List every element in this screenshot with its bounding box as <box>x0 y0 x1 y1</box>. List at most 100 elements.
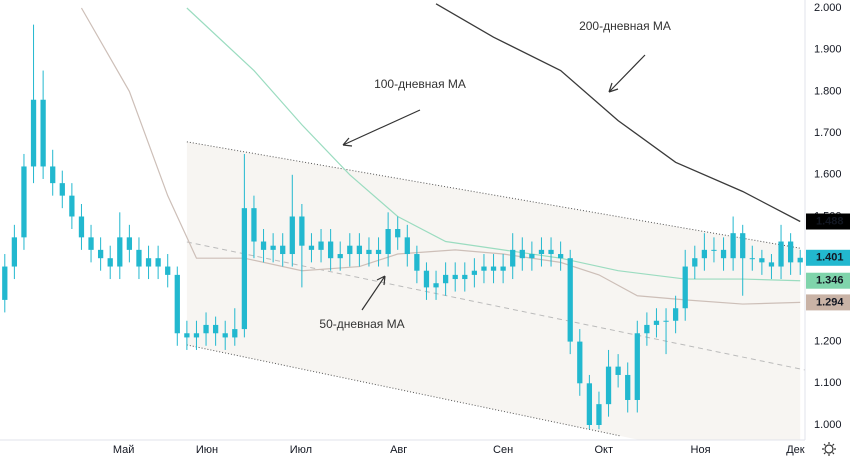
candle-body <box>634 333 640 400</box>
candle-body <box>442 274 449 284</box>
candle-body <box>797 257 803 263</box>
candle-body <box>184 333 190 338</box>
candle-body <box>596 404 602 425</box>
channel-line <box>186 241 805 371</box>
candle-body <box>50 166 56 184</box>
annotation: 100-дневная MA <box>374 77 466 91</box>
candle-body <box>222 333 228 338</box>
candle-body <box>117 237 123 267</box>
candle-body <box>21 166 27 238</box>
candle-body <box>337 254 343 259</box>
candle-body <box>69 195 75 217</box>
candle-body <box>59 183 65 196</box>
candle-body <box>40 99 46 167</box>
y-tick-label: 1.000 <box>814 419 842 431</box>
candle-body <box>625 374 631 400</box>
candle-body <box>672 308 679 321</box>
x-tick-label: Июн <box>196 444 218 456</box>
ma-line <box>435 3 801 223</box>
annotation: 50-дневная MA <box>319 317 404 331</box>
candle-body <box>644 324 650 334</box>
candle-body <box>11 237 18 267</box>
candle-body <box>653 320 660 325</box>
candle-body <box>165 266 171 275</box>
y-tick-label: 1.200 <box>814 336 842 348</box>
candle-body <box>663 320 669 322</box>
y-tick-label: 1.900 <box>814 44 842 56</box>
x-tick-label: Сен <box>493 444 513 456</box>
candle-body <box>299 216 305 246</box>
settings-icon[interactable] <box>822 442 836 456</box>
candle-body <box>471 270 478 275</box>
candle-body <box>452 274 458 280</box>
candle-body <box>289 216 295 255</box>
candle-body <box>577 341 583 384</box>
candle-body <box>136 249 142 267</box>
candle-body <box>711 249 717 251</box>
candle-body <box>529 254 535 259</box>
price-label: 1.488 <box>816 215 844 227</box>
channel-area <box>186 141 801 440</box>
candle-body <box>385 229 391 255</box>
arrow <box>342 109 421 147</box>
candle-body <box>730 233 736 259</box>
arrow <box>608 54 646 93</box>
y-tick-label: 2.000 <box>814 2 842 14</box>
candle-body <box>212 324 219 334</box>
x-tick-label: Июл <box>290 444 312 456</box>
candle-body <box>720 249 727 259</box>
candle-body <box>510 249 516 267</box>
candle-body <box>395 229 401 238</box>
y-tick-label: 1.800 <box>814 85 842 97</box>
candle-body <box>155 258 161 267</box>
candle-body <box>356 245 363 255</box>
candle-body <box>318 241 324 250</box>
candle-body <box>203 324 209 334</box>
price-label-bg <box>806 272 850 289</box>
price-label-bg <box>806 294 850 311</box>
candle-body <box>500 266 506 271</box>
candle-body <box>375 249 382 255</box>
candle-body <box>280 245 286 255</box>
y-tick-label: 1.100 <box>814 377 842 389</box>
candle-body <box>88 237 94 250</box>
candle-body <box>260 241 267 250</box>
candle-body <box>414 254 420 271</box>
candle-body <box>740 233 746 259</box>
candle-body <box>615 366 621 375</box>
arrows <box>342 54 646 311</box>
x-tick-label: Дек <box>786 444 805 456</box>
candle-body <box>174 274 180 334</box>
candle-body <box>567 258 573 342</box>
candle-body <box>126 237 133 250</box>
candle-body <box>2 266 8 300</box>
candle-body <box>548 249 554 255</box>
candle-body <box>787 241 794 263</box>
candle-body <box>366 249 372 255</box>
price-label-bg <box>806 213 850 230</box>
price-label: 1.401 <box>816 252 844 264</box>
annotation: 200-дневная MA <box>579 19 671 33</box>
candle-body <box>778 241 784 267</box>
x-tick-label: Ноя <box>691 444 711 456</box>
candle-body <box>749 258 755 260</box>
candle-body <box>30 99 37 167</box>
candle-body <box>193 333 200 338</box>
candle-body <box>97 249 104 259</box>
candle-body <box>404 237 410 255</box>
candle-body <box>327 241 334 259</box>
candle-body <box>692 258 698 267</box>
candle-body <box>145 258 152 267</box>
price-label: 1.346 <box>816 275 844 287</box>
candle-body <box>251 208 257 242</box>
candle-body <box>759 258 765 263</box>
candle-body <box>433 283 439 288</box>
price-label: 1.294 <box>816 296 844 308</box>
candle-body <box>682 266 688 309</box>
candle-body <box>490 266 497 271</box>
x-tick-label: Окт <box>594 444 613 456</box>
candle-body <box>347 245 353 255</box>
ma-line <box>80 7 801 305</box>
candle-body <box>586 383 593 425</box>
price-label-bg <box>806 249 850 266</box>
